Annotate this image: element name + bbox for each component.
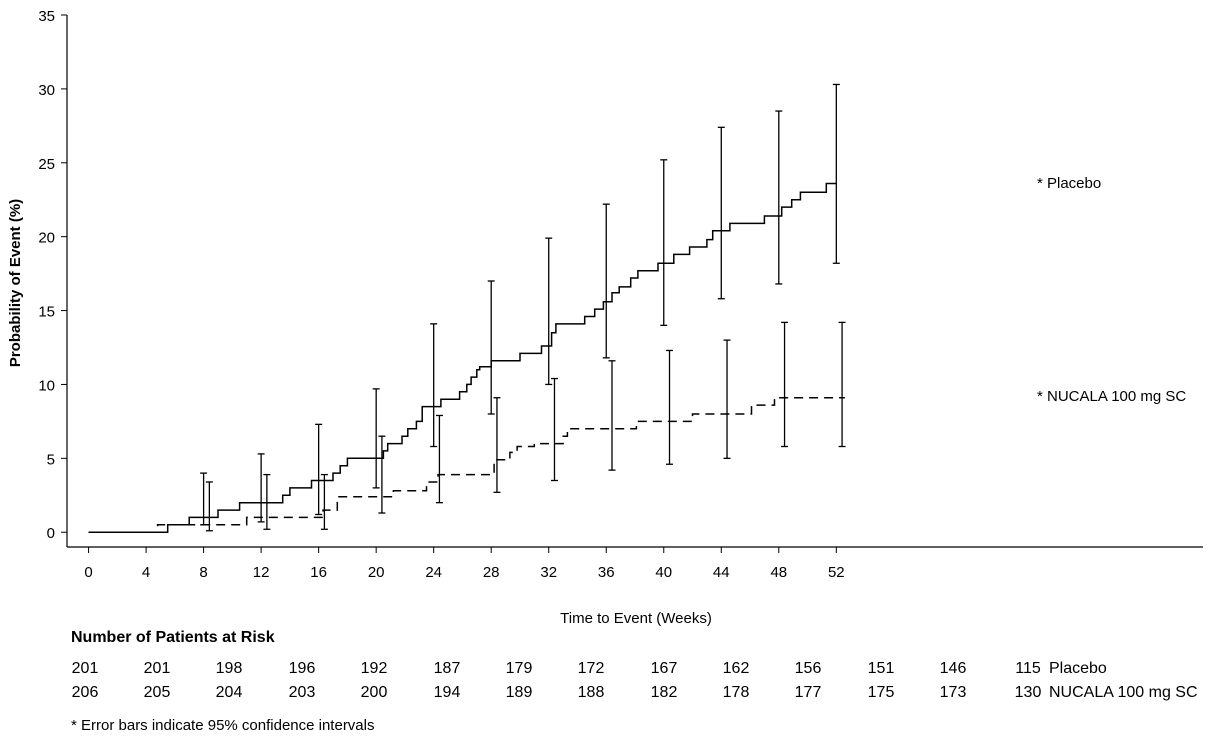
- x-tick-label: 36: [598, 564, 615, 581]
- risk-row-nucala: 206 205 204 203 200 194 189 188 182 178 177 175 173 1…: [72, 684, 1042, 701]
- risk-cell: 200: [361, 684, 388, 701]
- error-bar-nucala: [838, 321, 846, 448]
- risk-cell: 173: [940, 684, 967, 701]
- x-tick-label: 28: [483, 564, 500, 581]
- risk-cell: 179: [506, 660, 533, 677]
- x-tick-label: 8: [199, 564, 207, 581]
- error-bar-nucala: [320, 473, 328, 530]
- error-bar-nucala: [435, 414, 443, 504]
- risk-cell: 178: [723, 684, 750, 701]
- x-tick-label: 40: [655, 564, 672, 581]
- x-tick-label: 16: [310, 564, 327, 581]
- risk-cell: 196: [289, 660, 316, 677]
- series-layer: [88, 182, 845, 533]
- error-bar-placebo: [602, 203, 610, 359]
- error-bar-nucala: [666, 349, 674, 465]
- risk-row-label-placebo: Placebo: [1049, 660, 1107, 677]
- y-tick-label: 10: [38, 377, 55, 394]
- y-tick-label: 30: [38, 82, 55, 99]
- x-tick-label: 12: [253, 564, 270, 581]
- y-axis-label: Probability of Event (%): [7, 199, 24, 367]
- risk-cell: 206: [72, 684, 99, 701]
- risk-cell: 115: [1015, 660, 1041, 677]
- risk-cell: 151: [868, 660, 895, 677]
- x-tick-label: 52: [828, 564, 845, 581]
- x-tick-label: 48: [770, 564, 787, 581]
- footnote: * Error bars indicate 95% confidence int…: [71, 717, 375, 734]
- error-bar-placebo: [200, 472, 208, 526]
- risk-cell: 130: [1015, 684, 1042, 701]
- x-tick-label: 4: [142, 564, 150, 581]
- x-tick-label: 0: [84, 564, 92, 581]
- error-bar-placebo: [372, 388, 380, 489]
- y-tick-label: 0: [47, 525, 55, 542]
- error-bar-placebo: [832, 83, 840, 264]
- error-bar-layer: [200, 83, 846, 532]
- error-bar-placebo: [430, 323, 438, 448]
- series-line-nucala: [88, 396, 845, 533]
- error-bar-nucala: [781, 321, 789, 448]
- risk-cell: 182: [651, 684, 678, 701]
- risk-cell: 167: [651, 660, 678, 677]
- x-tick-label: 44: [713, 564, 730, 581]
- x-tick-label: 20: [368, 564, 385, 581]
- error-bar-placebo: [545, 237, 553, 386]
- risk-cell: 177: [795, 684, 822, 701]
- error-bar-placebo: [660, 159, 668, 326]
- risk-cell: 205: [144, 684, 171, 701]
- series-label-placebo: * Placebo: [1037, 175, 1101, 192]
- risk-cell: 188: [578, 684, 605, 701]
- risk-row-label-nucala: NUCALA 100 mg SC: [1049, 684, 1198, 701]
- risk-table-title: Number of Patients at Risk: [71, 629, 275, 646]
- risk-cell: 201: [144, 660, 171, 677]
- risk-cell: 175: [868, 684, 895, 701]
- risk-table: Number of Patients at Risk 201 201 198 196 1…: [71, 629, 1198, 701]
- error-bar-placebo: [257, 453, 265, 523]
- risk-cell: 162: [723, 660, 750, 677]
- risk-cell: 204: [216, 684, 243, 701]
- risk-cell: 172: [578, 660, 605, 677]
- risk-cell: 194: [434, 684, 461, 701]
- error-bar-placebo: [487, 280, 495, 415]
- risk-row-placebo: 201 201 198 196 192 187 179 172 167 162 156 151 146 1…: [72, 660, 1041, 677]
- error-bar-nucala: [378, 435, 386, 514]
- error-bar-nucala: [263, 473, 271, 530]
- error-bar-nucala: [493, 397, 501, 493]
- risk-cell: 198: [216, 660, 243, 677]
- y-tick-label: 20: [38, 230, 55, 247]
- risk-cell: 192: [361, 660, 388, 677]
- x-axis-label: Time to Event (Weeks): [560, 610, 712, 627]
- y-tick-label: 25: [38, 156, 55, 173]
- y-tick-label: 15: [38, 304, 55, 321]
- error-bar-nucala: [550, 377, 558, 482]
- series-label-nucala: * NUCALA 100 mg SC: [1037, 388, 1186, 405]
- risk-cell: 189: [506, 684, 533, 701]
- series-line-placebo: [88, 182, 837, 533]
- error-bar-nucala: [608, 360, 616, 471]
- y-tick-label: 5: [47, 451, 55, 468]
- error-bar-nucala: [205, 481, 213, 532]
- x-tick-label: 32: [540, 564, 557, 581]
- error-bar-nucala: [723, 339, 731, 459]
- risk-cell: 203: [289, 684, 316, 701]
- x-tick-label: 24: [425, 564, 442, 581]
- y-tick-label: 35: [38, 8, 55, 25]
- risk-cell: 146: [940, 660, 967, 677]
- risk-cell: 156: [795, 660, 822, 677]
- risk-cell: 187: [434, 660, 461, 677]
- risk-cell: 201: [72, 660, 99, 677]
- error-bar-placebo: [315, 423, 323, 516]
- error-bar-placebo: [775, 110, 783, 285]
- error-bar-placebo: [717, 126, 725, 300]
